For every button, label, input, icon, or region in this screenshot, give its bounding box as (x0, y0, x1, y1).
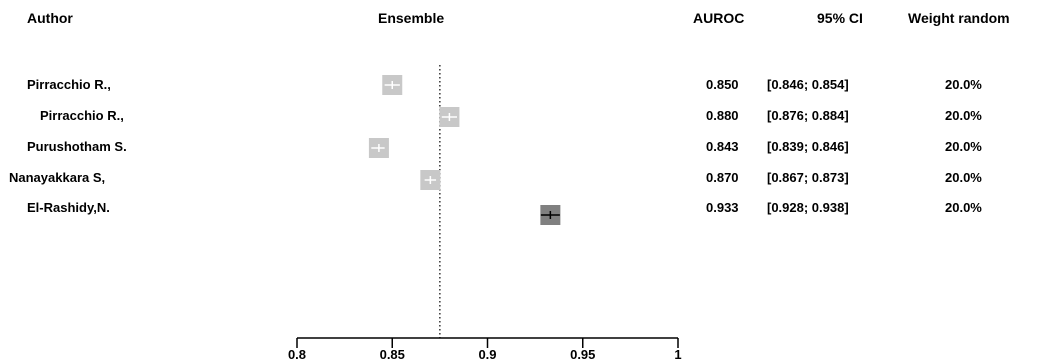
author-header: Author (27, 10, 73, 26)
auroc-value: 0.933 (706, 200, 739, 215)
auroc-value: 0.880 (706, 108, 739, 123)
ci-value: [0.867; 0.873] (767, 170, 849, 185)
auroc-value: 0.850 (706, 77, 739, 92)
author-label: Pirracchio R., (27, 77, 111, 92)
auroc-value: 0.870 (706, 170, 739, 185)
author-label: Nanayakkara S, (9, 170, 106, 185)
weight-value: 20.0% (945, 108, 982, 123)
auroc-header: AUROC (693, 10, 745, 26)
ci-value: [0.876; 0.884] (767, 108, 849, 123)
x-tick-label: 0.95 (570, 347, 595, 362)
author-label: Purushotham S. (27, 139, 127, 154)
ci-header: 95% CI (817, 10, 863, 26)
x-tick-label: 0.85 (380, 347, 405, 362)
ci-value: [0.846; 0.854] (767, 77, 849, 92)
author-label: El-Rashidy,N. (27, 200, 110, 215)
weight-value: 20.0% (945, 77, 982, 92)
weight-header: Weight random (908, 10, 1010, 26)
x-tick-label: 1 (674, 347, 681, 362)
ensemble-header: Ensemble (378, 10, 445, 26)
x-tick-label: 0.8 (288, 347, 306, 362)
weight-value: 20.0% (945, 170, 982, 185)
author-label: Pirracchio R., (40, 108, 124, 123)
ci-value: [0.928; 0.938] (767, 200, 849, 215)
weight-value: 20.0% (945, 139, 982, 154)
weight-value: 20.0% (945, 200, 982, 215)
auroc-value: 0.843 (706, 139, 739, 154)
ci-value: [0.839; 0.846] (767, 139, 849, 154)
x-tick-label: 0.9 (478, 347, 496, 362)
